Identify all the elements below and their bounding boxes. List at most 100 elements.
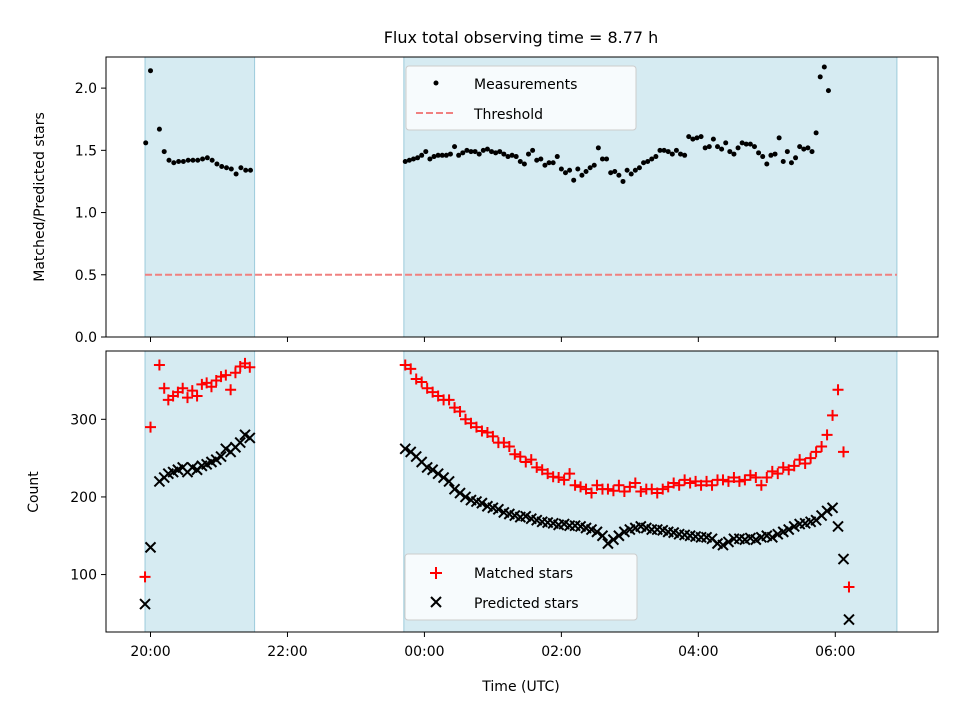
matched-star-point xyxy=(158,382,170,394)
measurement-point xyxy=(665,149,671,155)
measurement-point xyxy=(538,156,544,162)
measurement-point xyxy=(661,147,667,153)
measurement-point xyxy=(817,74,823,80)
top-y-tick-label: 2.0 xyxy=(75,81,97,97)
measurement-point xyxy=(484,146,490,152)
measurement-point xyxy=(723,140,729,146)
measurement-point xyxy=(452,144,458,150)
measurement-point xyxy=(673,147,679,153)
matched-star-point xyxy=(487,430,499,442)
measurement-point xyxy=(546,160,552,166)
measurement-point xyxy=(521,161,527,167)
top-y-tick-label: 0.5 xyxy=(75,268,97,284)
matched-star-point xyxy=(799,458,811,470)
bottom-axes-frame xyxy=(105,350,939,633)
predicted-star-point xyxy=(613,530,625,542)
chart-title: Flux total observing time = 8.77 h xyxy=(384,28,659,47)
measurement-point xyxy=(219,164,225,170)
matched-star-point xyxy=(827,409,839,421)
predicted-star-point xyxy=(826,502,839,514)
predicted-star-point xyxy=(837,553,850,565)
matched-star-point xyxy=(843,581,855,593)
predicted-star-point xyxy=(722,536,735,548)
measurement-point xyxy=(743,141,749,147)
measurement-point xyxy=(161,149,167,155)
top-window-0 xyxy=(144,56,256,338)
bottom-x-tick-label: 06:00 xyxy=(815,644,855,660)
matched-star-point xyxy=(761,472,773,484)
matched-star-point xyxy=(772,468,784,480)
matched-star-point xyxy=(668,477,680,489)
measurement-point xyxy=(735,145,741,151)
predicted-star-point xyxy=(426,464,439,476)
measurement-point xyxy=(567,167,573,173)
measurement-point xyxy=(233,171,239,177)
matched-star-point xyxy=(777,461,789,473)
measurement-point xyxy=(645,159,651,165)
matched-star-point xyxy=(514,451,526,463)
measurement-point xyxy=(715,144,721,150)
measurement-point xyxy=(200,156,206,162)
measurement-point xyxy=(166,157,172,163)
measurement-point xyxy=(657,147,663,153)
measurement-point xyxy=(591,162,597,168)
top-y-tick-label: 0.0 xyxy=(75,330,97,346)
measurement-point xyxy=(616,172,622,178)
matched-star-point xyxy=(766,465,778,477)
top-x-ticks xyxy=(150,337,836,342)
measurement-point xyxy=(415,155,421,161)
x-axis-label: Time (UTC) xyxy=(481,679,559,695)
measurement-point xyxy=(238,165,244,171)
legend-marker-measurements xyxy=(433,80,439,86)
measurement-point xyxy=(739,140,745,146)
matched-star-point xyxy=(196,378,208,390)
legend-marker-matched xyxy=(430,567,442,579)
matched-star-point xyxy=(810,446,822,458)
bottom-x-tick-label: 00:00 xyxy=(404,644,444,660)
measurement-point xyxy=(493,150,499,156)
measurement-point xyxy=(554,154,560,160)
measurement-point xyxy=(797,144,803,150)
matched-star-point xyxy=(191,390,203,402)
measurement-point xyxy=(599,156,605,162)
matched-star-point xyxy=(186,385,198,397)
matched-star-point xyxy=(684,477,696,489)
bottom-y-tick-label: 100 xyxy=(70,568,97,584)
measurement-point xyxy=(148,68,154,74)
matched-star-point xyxy=(706,479,718,491)
measurement-point xyxy=(542,162,548,168)
legend-label-measurements: Measurements xyxy=(474,77,577,93)
measurement-point xyxy=(497,149,503,155)
measurement-point xyxy=(431,154,437,160)
matched-star-point xyxy=(153,359,165,371)
predicted-star-point xyxy=(244,432,256,444)
measurement-point xyxy=(706,144,712,150)
measurement-point xyxy=(406,157,412,163)
matched-star-point xyxy=(145,421,157,433)
measurement-point xyxy=(583,168,589,174)
measurement-point xyxy=(710,136,716,142)
matched-star-point xyxy=(657,483,669,495)
measurement-point xyxy=(427,156,433,162)
measurement-point xyxy=(204,155,210,161)
measurement-point xyxy=(731,151,737,157)
measurement-point xyxy=(649,156,655,162)
predicted-star-point xyxy=(783,523,795,536)
measurement-point xyxy=(727,149,733,155)
bottom-x-tick-label: 04:00 xyxy=(678,644,718,660)
matched-star-point xyxy=(838,446,850,458)
measurement-point xyxy=(456,152,462,158)
measurement-point xyxy=(653,154,659,160)
top-y-ticks: 0.0 0.5 1.0 1.5 2.0 xyxy=(75,81,106,346)
matched-star-point xyxy=(139,571,151,583)
measurement-point xyxy=(813,130,819,136)
bottom-panel: 100 200 300 20:00 22:00 00:00 02:00 04:00 06:00… xyxy=(26,350,939,695)
measurement-point xyxy=(760,154,766,160)
measurement-point xyxy=(571,177,577,183)
measurement-point xyxy=(628,171,634,177)
measurement-point xyxy=(171,160,177,166)
measurement-point xyxy=(682,152,688,158)
measurement-point xyxy=(690,136,696,142)
bottom-x-tick-label: 02:00 xyxy=(541,644,581,660)
predicted-star-point xyxy=(492,503,505,516)
